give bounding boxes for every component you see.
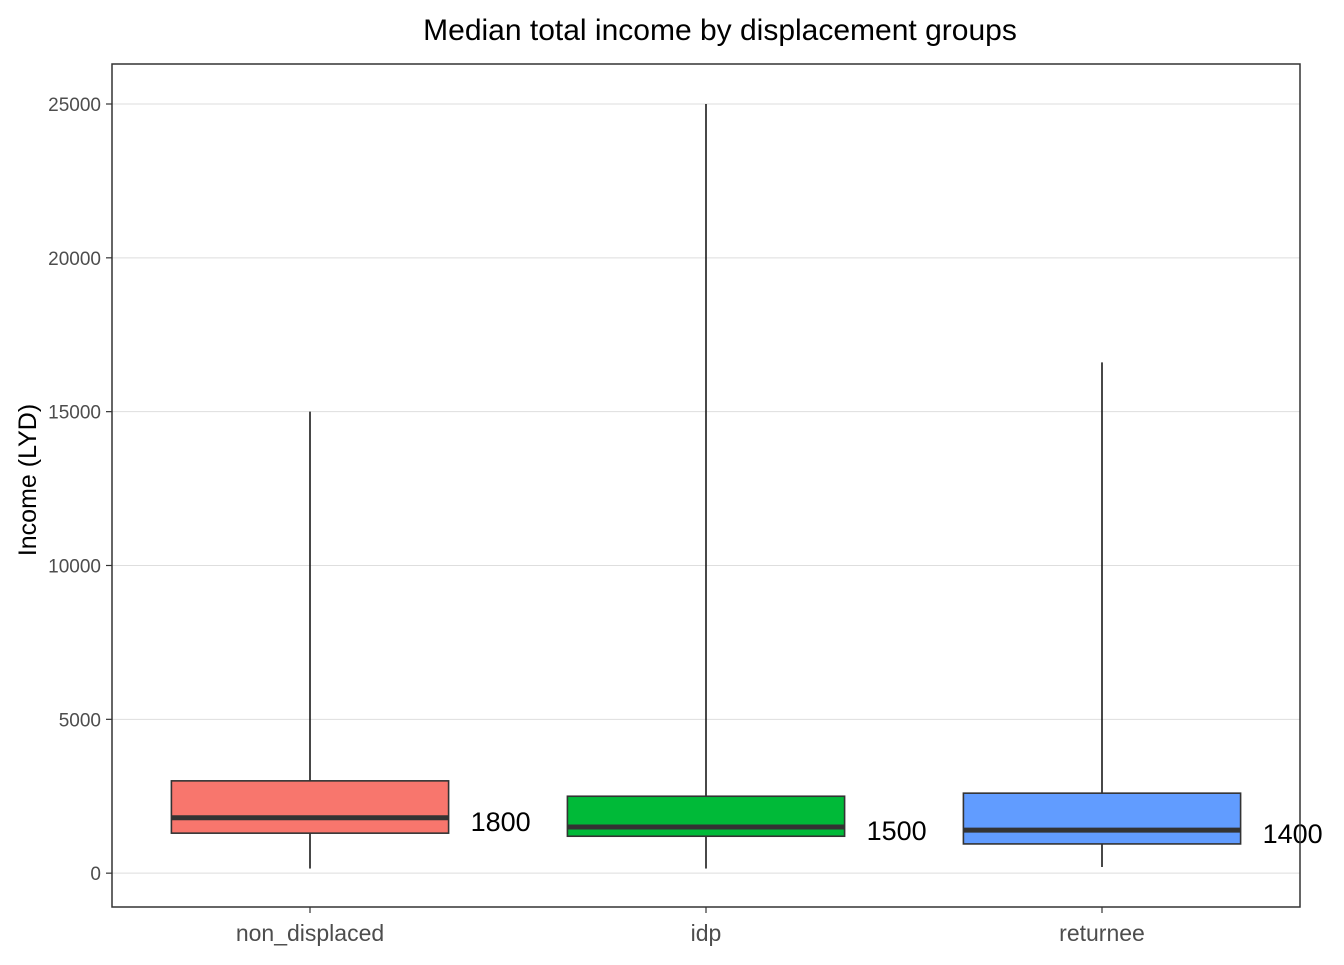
- x-axis: non_displaced idp returnee: [236, 907, 1145, 946]
- box-iqr: [170, 780, 450, 834]
- y-tick-label: 0: [90, 864, 101, 885]
- y-tick-label: 20000: [48, 249, 101, 270]
- x-tick-label: non_displaced: [236, 920, 384, 946]
- median-value-label: 1800: [471, 807, 531, 837]
- x-tick-label: idp: [691, 920, 722, 946]
- y-axis: 0 5000 10000 15000 20000 25000: [48, 95, 112, 885]
- x-tick-label: returnee: [1059, 920, 1145, 946]
- box-iqr: [962, 792, 1242, 845]
- box-group-returnee: 1400: [962, 362, 1323, 868]
- box-group-non_displaced: 1800: [170, 411, 531, 869]
- box-iqr: [566, 795, 846, 838]
- box-group-idp: 1500: [566, 103, 927, 869]
- y-tick-label: 10000: [48, 556, 101, 577]
- median-value-label: 1400: [1263, 819, 1323, 849]
- y-tick-label: 25000: [48, 95, 101, 116]
- median-value-label: 1500: [867, 816, 927, 846]
- y-axis-label: Income (LYD): [14, 404, 42, 556]
- y-tick-label: 15000: [48, 403, 101, 424]
- box-layer: 1800 1500 1400: [170, 103, 1323, 869]
- chart-title: Median total income by displacement grou…: [423, 14, 1017, 47]
- y-tick-label: 5000: [59, 710, 101, 731]
